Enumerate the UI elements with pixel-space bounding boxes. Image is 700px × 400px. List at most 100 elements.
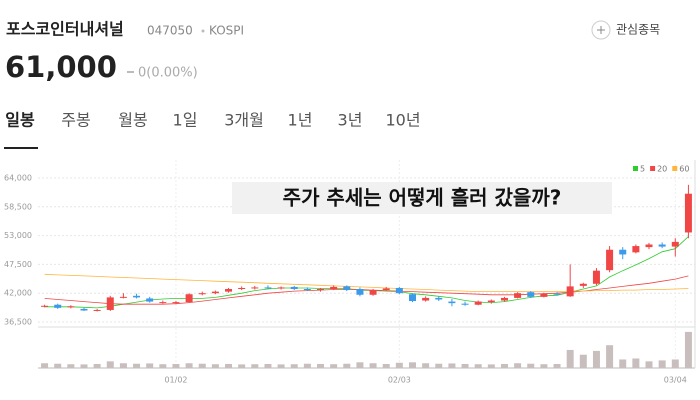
candle-body	[356, 289, 364, 295]
candle-body	[671, 241, 679, 247]
period-tabs: 일봉 주봉 월봉 1일 3개월 1년 3년 10년	[5, 111, 420, 130]
candle-body	[264, 287, 272, 289]
candle-body	[645, 244, 653, 248]
period-tab[interactable]: 월봉	[118, 111, 147, 130]
candle-body	[435, 297, 443, 300]
volume-bar	[277, 364, 285, 368]
candle-body	[632, 246, 640, 253]
volume-bar	[119, 363, 127, 368]
volume-bar	[172, 364, 180, 368]
volume-bar	[579, 354, 587, 368]
period-tab[interactable]: 3년	[338, 111, 363, 130]
legend-swatch	[633, 166, 638, 171]
moving-average-line	[44, 275, 689, 305]
volume-bar	[264, 364, 272, 368]
candle-body	[553, 293, 561, 295]
volume-bar	[619, 359, 627, 368]
candle-body	[606, 249, 614, 271]
volume-bar	[146, 363, 154, 368]
candle-body	[422, 297, 430, 301]
volume-bar	[238, 364, 246, 368]
period-tab[interactable]: 주봉	[61, 111, 90, 130]
candle-body	[592, 270, 600, 284]
legend-swatch	[650, 166, 656, 171]
volume-bar	[500, 364, 508, 368]
period-tab[interactable]: 3개월	[224, 111, 264, 130]
period-tab[interactable]: 일봉	[5, 111, 35, 130]
candle-body	[382, 288, 390, 291]
candle-body	[395, 287, 403, 294]
chart: 64,000 58,500 53,000 47,500 42,000 36,500 01/0…	[4, 160, 696, 385]
volume-bar	[67, 364, 75, 368]
watch-label: 관심종목	[616, 23, 660, 37]
candle-body	[474, 301, 482, 305]
volume-bar	[487, 364, 495, 368]
candle-body	[159, 302, 167, 304]
period-tab[interactable]: 1년	[288, 111, 313, 130]
volume-bar	[133, 363, 141, 368]
legend-label: 5	[640, 165, 645, 174]
candle-body	[277, 287, 285, 289]
volume-bar	[435, 363, 443, 368]
candle-body	[369, 290, 377, 295]
candle-body	[448, 301, 456, 304]
volume-bar	[671, 359, 679, 368]
candle-body	[514, 293, 522, 298]
volume-bar	[645, 361, 653, 368]
volume-bar	[106, 361, 114, 368]
volume-bar	[211, 364, 219, 368]
market: KOSPI	[209, 24, 244, 38]
candle-body	[80, 308, 88, 311]
volume-bar	[290, 364, 298, 368]
period-tab[interactable]: 10년	[385, 111, 420, 130]
volume-bar	[527, 363, 535, 368]
period-tab[interactable]: 1일	[173, 111, 198, 130]
volume-bar	[225, 364, 233, 368]
volume-bar	[198, 363, 206, 368]
candle-body	[290, 286, 298, 290]
candle-body	[330, 286, 338, 290]
candle-body	[41, 305, 49, 307]
volume-bar	[317, 364, 325, 368]
volume-bar	[448, 363, 456, 368]
candle-body	[487, 300, 495, 303]
candle-body	[461, 303, 469, 305]
candle-body	[251, 287, 259, 289]
candle-body	[198, 293, 206, 295]
volume-bar	[514, 363, 522, 368]
stock-name: 포스코인터내셔널	[6, 20, 124, 39]
moving-average-line	[44, 273, 689, 293]
candle-body	[500, 297, 508, 301]
volume-bar	[54, 363, 62, 368]
volume-bar	[80, 364, 88, 368]
x-tick-label: 03/04	[664, 376, 687, 385]
volume-bar	[185, 363, 193, 368]
volume-bar	[553, 364, 561, 368]
legend-label: 20	[657, 165, 667, 174]
candle-body	[343, 286, 351, 291]
volume-bar	[422, 363, 430, 368]
volume-bar	[369, 363, 377, 368]
volume-bar	[343, 363, 351, 368]
volume-bar	[251, 364, 259, 368]
volume-bar	[461, 364, 469, 368]
y-tick-label: 58,500	[4, 202, 32, 211]
price-change: 0(0.00%)	[138, 66, 198, 81]
y-tick-label: 53,000	[4, 231, 32, 240]
stock-code: 047050	[147, 24, 193, 38]
candle-body	[185, 294, 193, 303]
volume-bar	[540, 364, 548, 368]
candle-body	[211, 291, 219, 294]
x-tick-label: 01/02	[164, 376, 187, 385]
volume-bar	[395, 362, 403, 368]
candle-body	[527, 292, 535, 297]
watch-button[interactable]: 관심종목	[591, 20, 660, 40]
candle-body	[67, 306, 75, 308]
candle-body	[93, 309, 101, 311]
price: 61,000	[5, 50, 117, 84]
volume-bar	[382, 364, 390, 368]
candle-body	[172, 302, 180, 304]
moving-average-line	[44, 236, 689, 309]
watch-icon	[591, 20, 611, 40]
